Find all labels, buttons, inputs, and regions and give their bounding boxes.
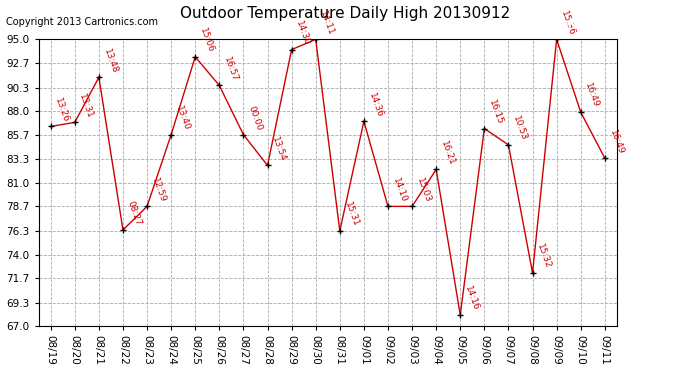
Text: 15:03: 15:03 [415, 176, 432, 204]
Text: 14:36: 14:36 [366, 91, 384, 118]
Text: Copyright 2013 Cartronics.com: Copyright 2013 Cartronics.com [6, 17, 157, 27]
Text: 10:53: 10:53 [511, 115, 529, 142]
Text: 13:31: 13:31 [77, 92, 95, 120]
Text: 15:36: 15:36 [560, 9, 577, 37]
Text: 15:31: 15:31 [342, 201, 360, 228]
Text: 00:00: 00:00 [246, 105, 264, 132]
Text: 08:27: 08:27 [126, 200, 143, 227]
Text: 13:40: 13:40 [174, 105, 191, 132]
Text: 16:15: 16:15 [487, 98, 504, 126]
Text: 12:59: 12:59 [150, 176, 167, 204]
Text: 14:10: 14:10 [391, 176, 408, 204]
Text: Outdoor Temperature Daily High 20130912: Outdoor Temperature Daily High 20130912 [180, 6, 510, 21]
Text: 13:48: 13:48 [101, 47, 119, 75]
Text: Temperature (°F): Temperature (°F) [566, 21, 667, 31]
Text: 16:49: 16:49 [608, 128, 625, 156]
Text: 13:54: 13:54 [270, 135, 288, 163]
Text: 15:06: 15:06 [198, 27, 215, 54]
Text: 16:57: 16:57 [222, 55, 239, 83]
Text: 14:30: 14:30 [295, 20, 312, 47]
Text: 13:26: 13:26 [53, 96, 71, 124]
Text: 15:32: 15:32 [535, 243, 553, 270]
Text: 14:11: 14:11 [319, 9, 336, 37]
Text: 14:16: 14:16 [463, 285, 480, 312]
Text: 16:21: 16:21 [439, 140, 456, 167]
Text: 16:49: 16:49 [584, 82, 601, 110]
